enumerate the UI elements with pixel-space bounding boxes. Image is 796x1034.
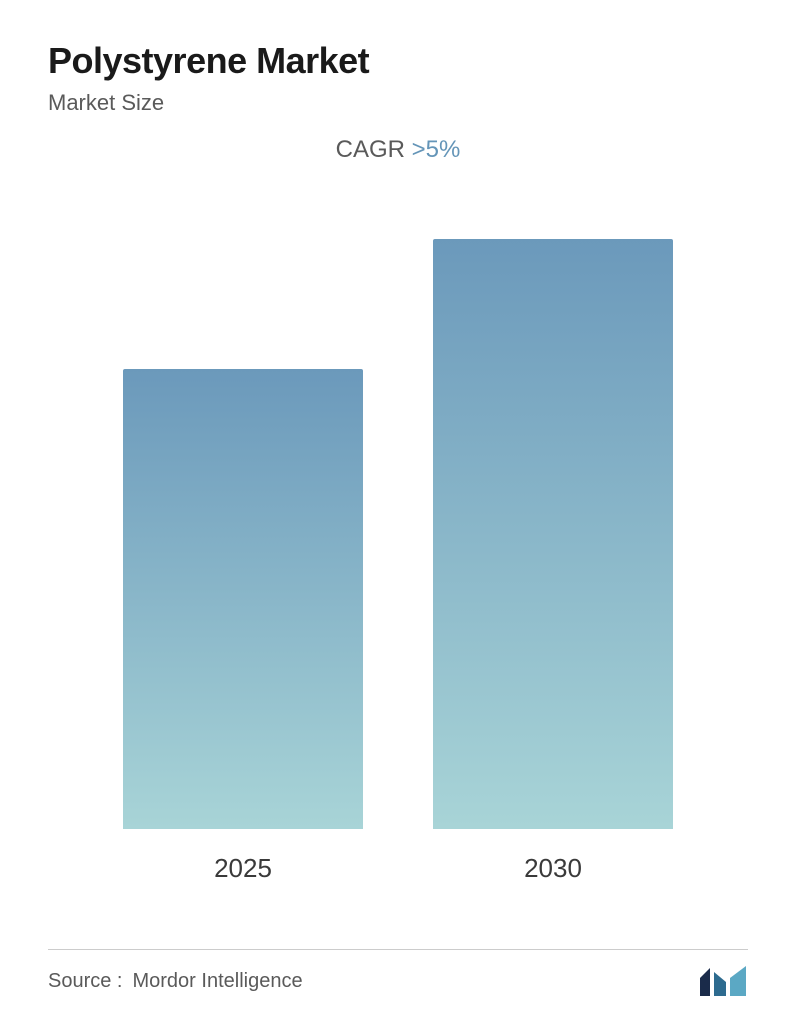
bar-group-2030: 2030	[433, 239, 673, 884]
bar-label-2025: 2025	[214, 853, 272, 884]
bar-chart: 2025 2030	[48, 244, 748, 884]
bar-label-2030: 2030	[524, 853, 582, 884]
cagr-label: CAGR	[336, 136, 412, 163]
chart-title: Polystyrene Market	[48, 40, 748, 82]
bar-2030	[433, 239, 673, 829]
chart-footer: Source : Mordor Intelligence	[48, 949, 748, 998]
bar-2025	[123, 369, 363, 829]
bar-group-2025: 2025	[123, 369, 363, 884]
source-name: Mordor Intelligence	[132, 970, 302, 993]
cagr-indicator: CAGR >5%	[48, 136, 748, 164]
mordor-logo-icon	[698, 964, 748, 998]
chart-subtitle: Market Size	[48, 90, 748, 116]
cagr-value: >5%	[412, 136, 461, 163]
source-line: Source : Mordor Intelligence	[48, 970, 303, 993]
source-prefix: Source :	[48, 970, 122, 993]
